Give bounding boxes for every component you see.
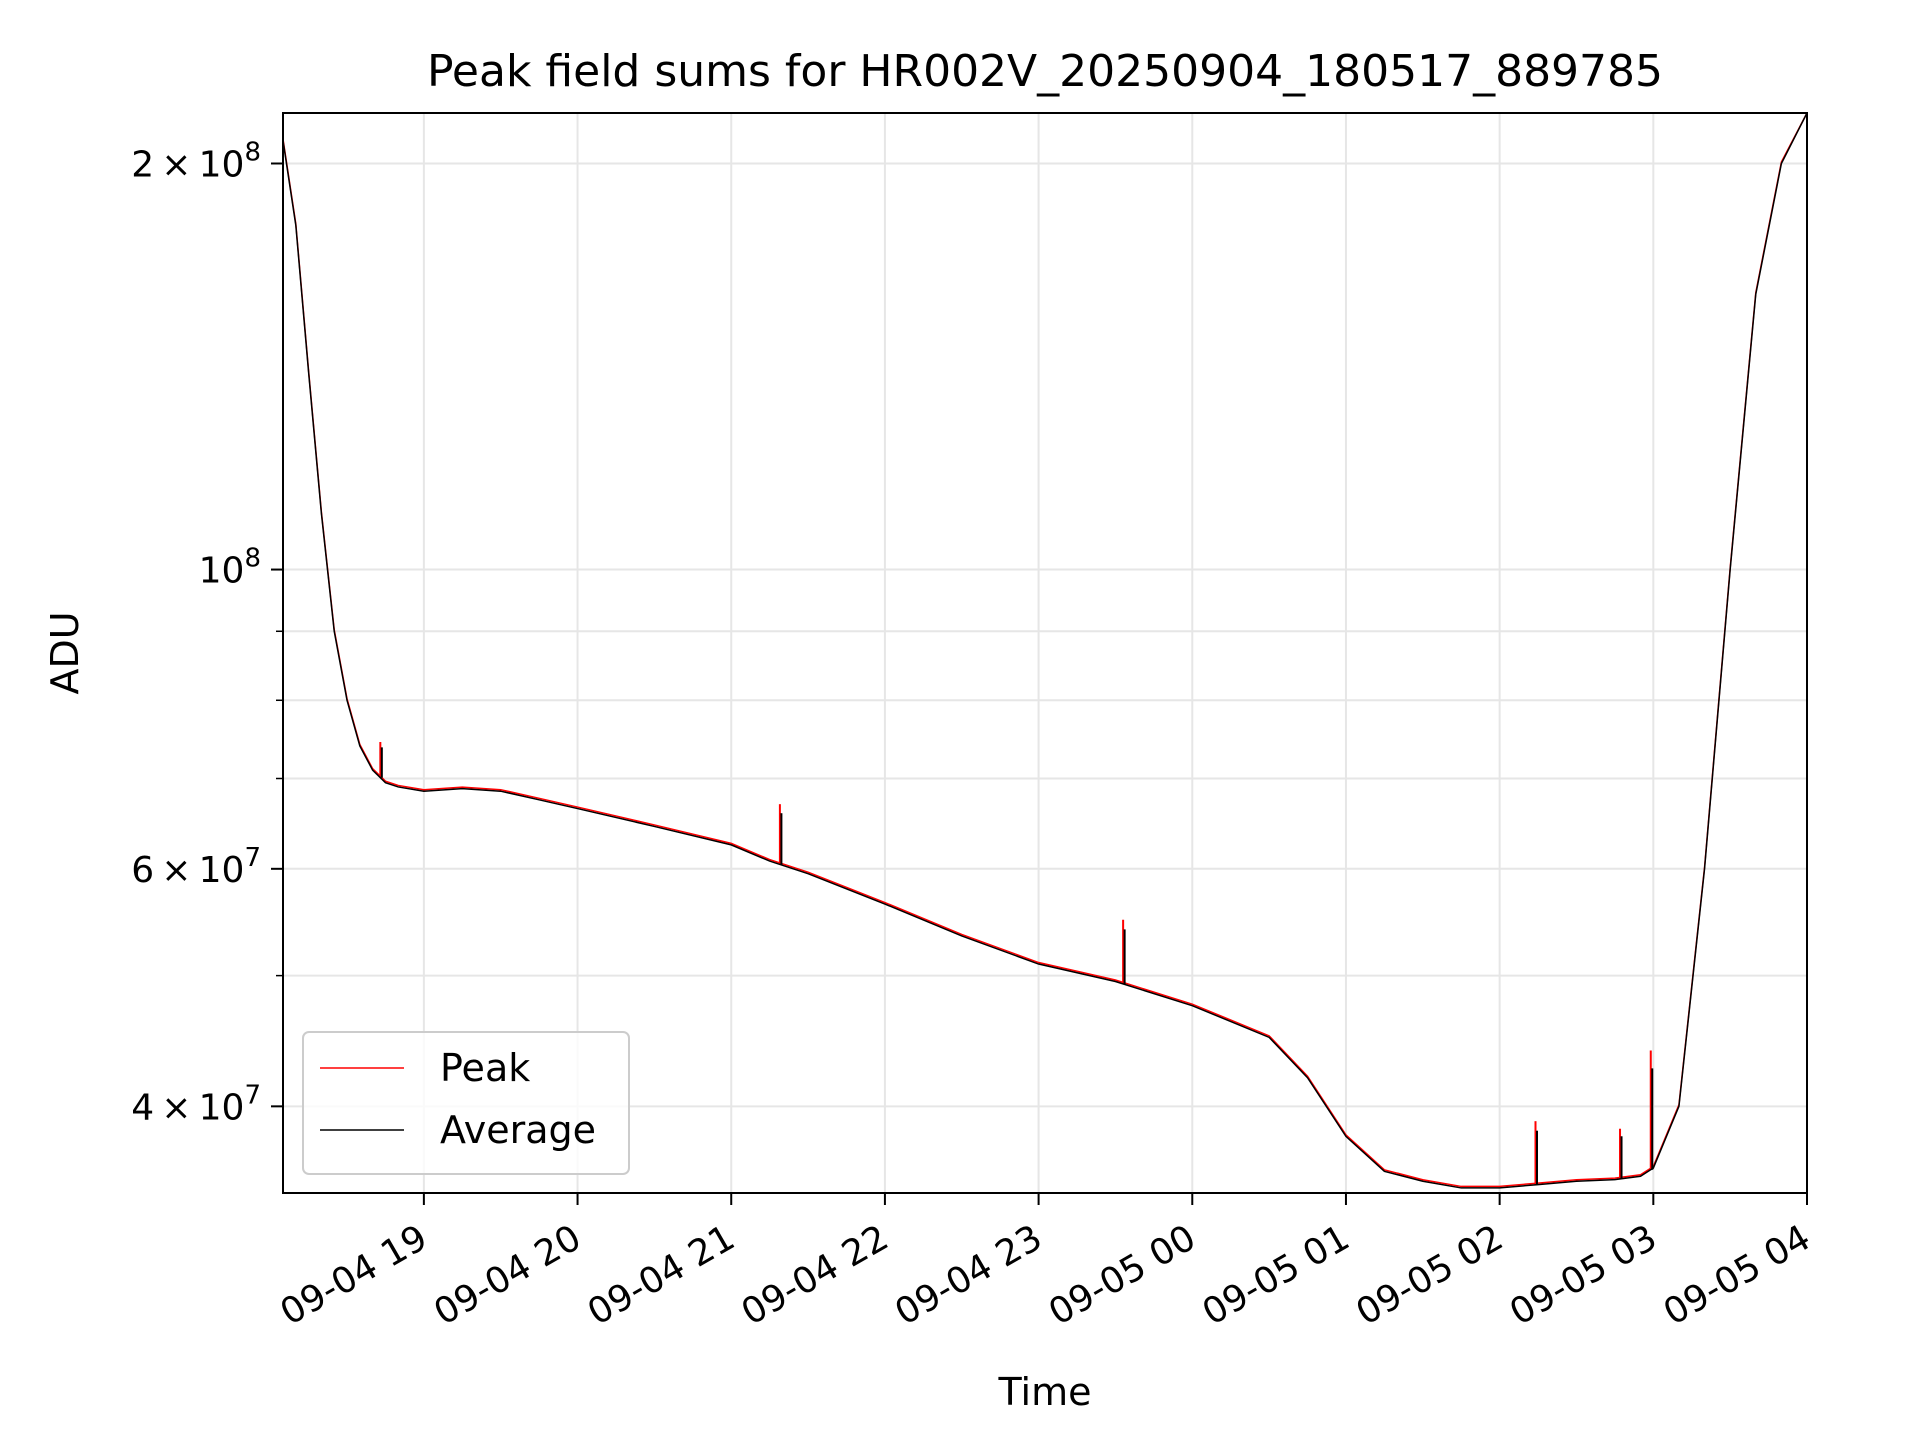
legend: Peak Average: [302, 1031, 630, 1175]
x-axis-label: Time: [998, 1370, 1092, 1414]
legend-peak-label: Peak: [440, 1046, 530, 1090]
y-tick-label: 2 × 108: [131, 137, 261, 185]
y-tick-label: 108: [199, 544, 261, 592]
series-layer: [282, 112, 1808, 1189]
plot-frame: [282, 112, 1808, 1194]
series-line-average: [282, 112, 1808, 1189]
y-axis-label: ADU: [43, 611, 87, 694]
legend-average-label: Average: [440, 1108, 596, 1152]
y-tick-label: 4 × 107: [131, 1080, 261, 1128]
y-axis: 2 × 108 108 6 × 107 4 × 107: [131, 137, 283, 1128]
y-tick-label: 6 × 107: [131, 843, 261, 891]
chart-title: Peak field sums for HR002V_20250904_1805…: [427, 46, 1663, 97]
